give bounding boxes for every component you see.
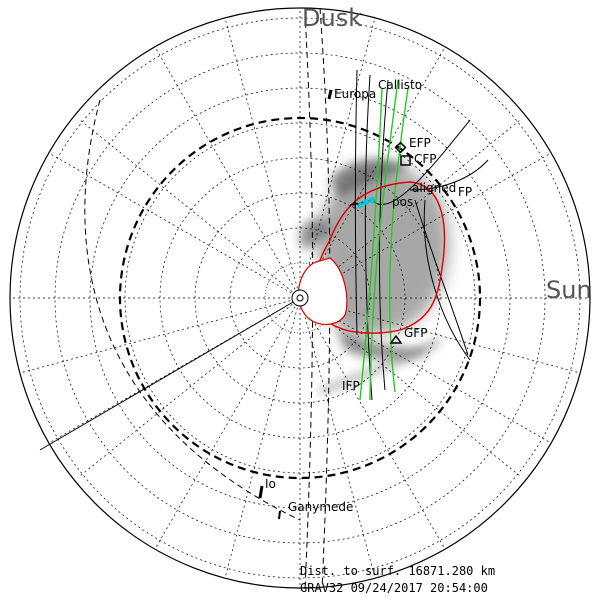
cfp-label: CFP: [414, 152, 437, 166]
ganymede-marker: [278, 510, 281, 520]
io-marker: [258, 485, 264, 499]
efp-label: EFP: [409, 136, 431, 150]
dusk-label: Dusk: [302, 4, 362, 32]
aligned-label: aligned: [412, 181, 456, 195]
gfp-label: GFP: [404, 326, 427, 340]
polar-grid: [10, 8, 590, 588]
svg-text:+: +: [350, 197, 360, 211]
limb-arcs: [84, 8, 331, 588]
europa-marker: [327, 89, 333, 100]
efp-diamond-icon: [394, 141, 407, 154]
gfp-triangle-icon: [389, 334, 403, 344]
pole-blank: [297, 257, 348, 325]
outer-disk-edge: [9, 7, 591, 589]
ufp-label: FP: [458, 185, 472, 199]
callisto-label: Callisto: [378, 78, 422, 92]
green-traces: [359, 79, 409, 401]
reference-circle: [118, 116, 482, 480]
spacecraft-markers: +: [349, 197, 376, 211]
distance-readout: Dist. to surf. 16871.280 km: [300, 564, 495, 578]
pos-label: pos: [392, 195, 413, 209]
pole-marker: [291, 289, 309, 307]
terminator-line: [39, 297, 301, 451]
moon-markers: [258, 89, 333, 520]
io-label: Io: [265, 477, 276, 491]
cfp-square-icon: [400, 155, 411, 166]
europa-label: Europa: [334, 87, 376, 101]
ifp-label: IFP: [342, 379, 360, 393]
footprint-markers: [389, 141, 411, 344]
ganymede-label: Ganymede: [288, 500, 353, 514]
timestamp-readout: GRAV32 09/24/2017 20:54:00: [300, 581, 488, 595]
sun-label: Sun: [546, 276, 592, 304]
